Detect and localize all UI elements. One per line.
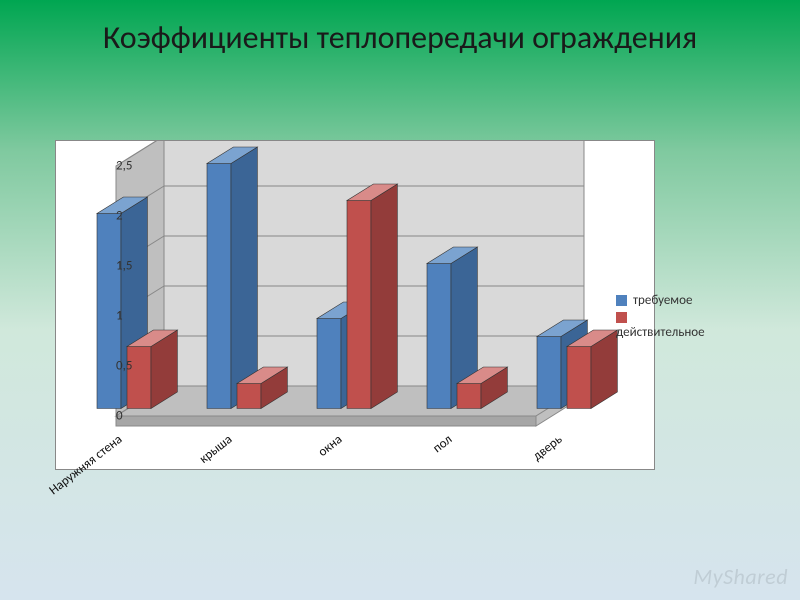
watermark: MyShared bbox=[693, 563, 788, 590]
page-title: Коэффициенты теплопередачи ограждения bbox=[0, 18, 800, 57]
chart-container: 00,511,522,5 Наружняя стенакрышаокнаполд… bbox=[55, 140, 655, 470]
slide: Коэффициенты теплопередачи ограждения 00… bbox=[0, 0, 800, 600]
legend-label: требуемое bbox=[633, 293, 692, 308]
legend-swatch bbox=[616, 312, 627, 323]
legend: требуемое действительное bbox=[616, 291, 705, 342]
bar-chart bbox=[56, 141, 656, 471]
legend-swatch bbox=[616, 295, 627, 306]
legend-item: действительное bbox=[616, 310, 705, 340]
legend-label: действительное bbox=[616, 325, 705, 340]
legend-item: требуемое bbox=[616, 293, 705, 308]
